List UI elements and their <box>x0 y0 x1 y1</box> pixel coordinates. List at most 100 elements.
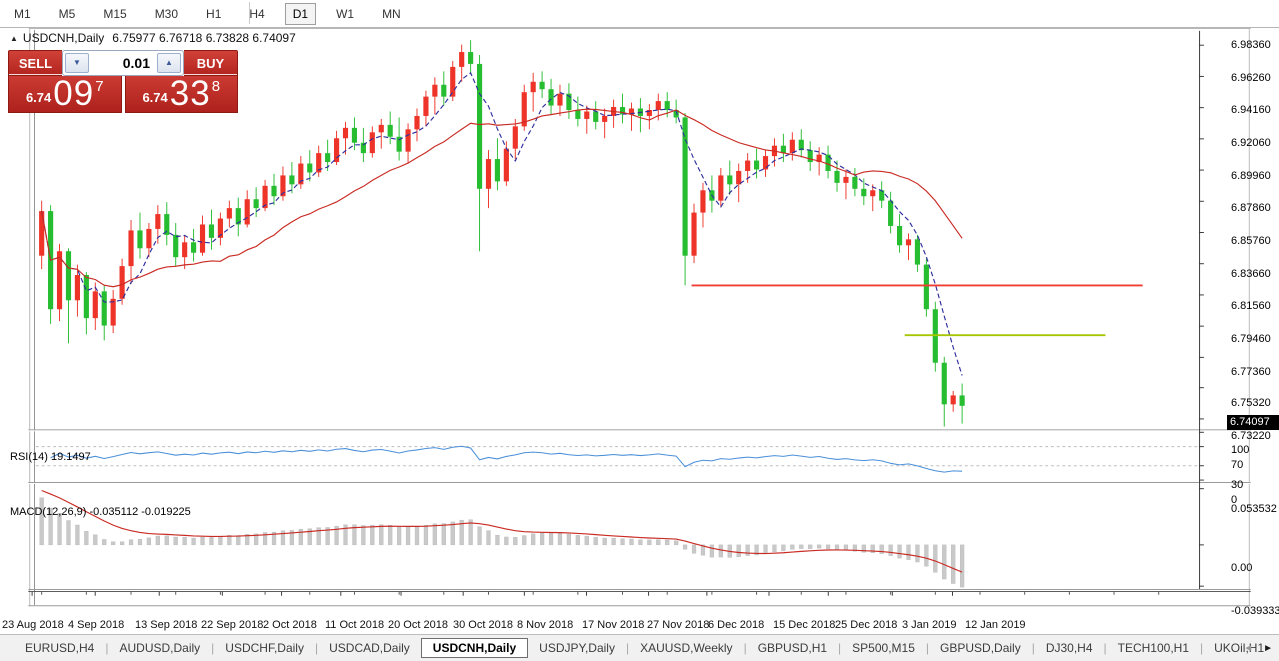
macd-histogram-bar <box>93 534 98 546</box>
horizontal-lines-group[interactable] <box>691 284 1143 337</box>
price-tick-label: 6.77360 <box>1231 365 1271 378</box>
tab-dj30-h4[interactable]: DJ30,H4 <box>1045 641 1093 655</box>
date-tick-label: 27 Nov 2018 <box>647 619 710 631</box>
volume-decrease-button[interactable]: ▼ <box>65 53 89 73</box>
tab-audusd-daily[interactable]: AUDUSD,Daily <box>119 641 201 655</box>
timeframe-button-w1[interactable]: W1 <box>336 6 355 21</box>
collapse-trade-panel-icon[interactable]: ▲ <box>10 34 18 43</box>
price-tick-label: 6.85760 <box>1231 234 1271 247</box>
tab-separator: | <box>838 641 842 655</box>
rsi-tick-label: 0 <box>1231 494 1238 506</box>
macd-histogram-bar <box>602 537 607 546</box>
tab-scroll-left-icon[interactable]: ◄ <box>1243 643 1254 654</box>
macd-signal-line <box>41 489 963 573</box>
candle <box>316 153 322 173</box>
macd-histogram-bar <box>298 528 303 546</box>
tab-usdchf-daily[interactable]: USDCHF,Daily <box>225 641 304 655</box>
candle <box>503 148 509 182</box>
sell-price-pips: 09 <box>53 74 95 113</box>
macd-histogram-bar <box>522 535 527 546</box>
price-tick-label: 6.92060 <box>1231 136 1271 149</box>
candle <box>566 93 572 111</box>
candle <box>941 362 947 405</box>
candle <box>360 142 366 154</box>
candle <box>664 101 670 111</box>
tab-separator: | <box>743 641 747 655</box>
macd-histogram-bar <box>262 532 268 546</box>
buy-price-point: 8 <box>211 78 221 95</box>
chart-canvas[interactable] <box>0 28 1279 633</box>
tab-scroll-right-icon[interactable]: ► <box>1263 643 1273 654</box>
buy-price-display[interactable]: 6.74 33 8 <box>124 76 238 113</box>
candle <box>825 154 831 171</box>
sell-price-display[interactable]: 6.74 09 7 <box>8 76 122 113</box>
macd-histogram-bar <box>352 524 357 546</box>
candle <box>485 159 492 189</box>
macd-histogram-bar <box>736 544 741 557</box>
macd-histogram-bar <box>343 524 348 546</box>
date-tick-label: 22 Sep 2018 <box>201 619 264 631</box>
date-tick-label: 8 Nov 2018 <box>517 619 574 631</box>
candle <box>843 176 849 183</box>
macd-histogram-bar <box>682 544 688 550</box>
sell-price-int: 6.74 <box>25 90 52 105</box>
timeframe-button-m5[interactable]: M5 <box>58 6 76 21</box>
candle <box>521 92 527 127</box>
macd-histogram-bar <box>799 544 804 549</box>
macd-histogram-bar <box>423 524 429 546</box>
tab-ukoil-h1[interactable]: UKOil,H1 <box>1214 641 1265 655</box>
tab-usdjpy-daily[interactable]: USDJPY,Daily <box>539 641 615 655</box>
macd-histogram-bar <box>477 526 482 546</box>
tab-tech100-h1[interactable]: TECH100,H1 <box>1117 641 1190 655</box>
sell-button[interactable]: SELL <box>8 50 62 76</box>
candle <box>646 110 652 116</box>
rsi-indicator-label: RSI(14) 19.1497 <box>10 451 91 463</box>
macd-histogram-bar <box>397 526 402 546</box>
ma-slow-line <box>41 108 963 288</box>
macd-histogram-bar <box>924 544 929 567</box>
timeframe-button-h1[interactable]: H1 <box>206 6 222 21</box>
timeframe-button-h4[interactable]: H4 <box>249 6 265 21</box>
macd-histogram-bar <box>191 537 196 546</box>
timeframe-button-m1[interactable]: M1 <box>14 6 31 21</box>
volume-increase-button[interactable]: ▲ <box>157 53 181 73</box>
date-tick-label: 30 Oct 2018 <box>453 619 513 631</box>
chart-symbol-label: USDCNH,Daily <box>22 31 105 45</box>
macd-histogram-bar <box>325 527 330 546</box>
candle <box>137 230 143 249</box>
macd-histogram-bar <box>227 535 232 546</box>
price-tick-label: 6.83660 <box>1231 267 1271 280</box>
candle <box>718 175 724 201</box>
rsi-panel <box>35 445 1200 473</box>
macd-histogram-bar <box>128 539 134 546</box>
ma-fast-line <box>41 71 963 376</box>
buy-button[interactable]: BUY <box>184 50 238 76</box>
tab-gbpusd-daily[interactable]: GBPUSD,Daily <box>940 641 1021 655</box>
macd-histogram-bar <box>218 536 223 546</box>
candle <box>736 170 742 185</box>
candle <box>727 175 733 185</box>
tab-sp500-m15[interactable]: SP500,M15 <box>852 641 915 655</box>
timeframe-button-d1[interactable]: D1 <box>284 2 317 25</box>
timeframe-toolbar: M1 M5 M15 M30 H1 H4 D1 W1 MN <box>0 0 1279 28</box>
tab-gbpusd-h1[interactable]: GBPUSD,H1 <box>757 641 828 655</box>
macd-histogram-bar <box>102 539 107 546</box>
macd-histogram-bar <box>834 544 840 551</box>
macd-histogram-bar <box>271 531 277 546</box>
candle <box>745 160 751 171</box>
candle <box>396 136 402 152</box>
timeframe-button-mn[interactable]: MN <box>382 6 401 21</box>
timeframe-button-m30[interactable]: M30 <box>154 6 179 21</box>
tab-eurusd-h4[interactable]: EURUSD,H4 <box>25 641 95 655</box>
timeframe-button-m15[interactable]: M15 <box>103 6 127 21</box>
tab-usdcad-daily[interactable]: USDCAD,Daily <box>329 641 410 655</box>
macd-histogram-bar <box>513 537 518 546</box>
rsi-line <box>50 445 963 473</box>
tab-xauusd-weekly[interactable]: XAUUSD,Weekly <box>640 641 733 655</box>
tab-usdcnh-daily[interactable]: USDCNH,Daily <box>420 638 529 658</box>
candle <box>128 230 134 267</box>
volume-input[interactable] <box>91 54 155 72</box>
macd-histogram-bar <box>691 544 697 554</box>
macd-histogram-bar <box>119 541 125 546</box>
candle <box>816 154 822 163</box>
